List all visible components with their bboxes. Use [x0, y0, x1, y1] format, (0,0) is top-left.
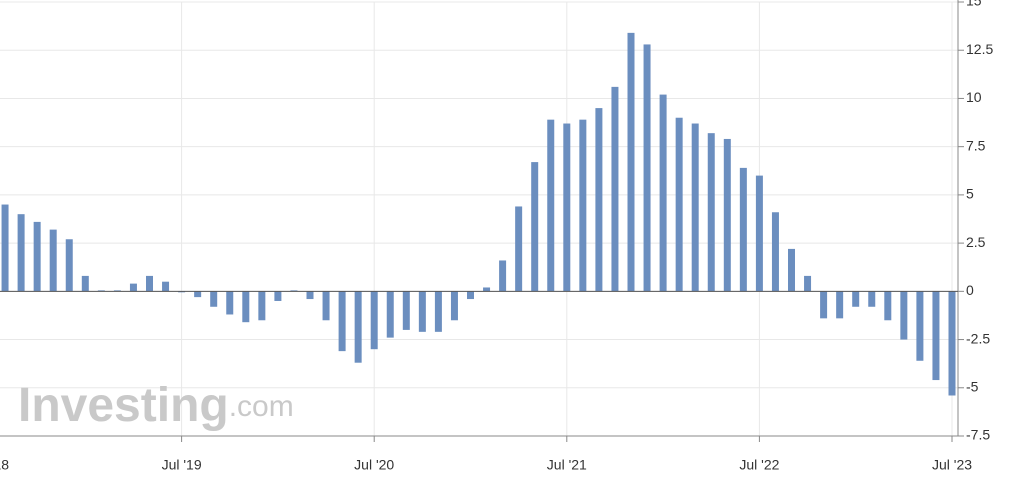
bar — [868, 291, 876, 307]
bar — [836, 291, 844, 319]
bar — [755, 175, 763, 292]
bar — [467, 291, 474, 300]
bar — [210, 291, 218, 307]
bar — [884, 291, 892, 321]
bar — [370, 291, 378, 350]
bar — [675, 117, 683, 292]
watermark-main: Investing — [18, 379, 229, 432]
bar — [402, 291, 410, 330]
x-tick-label: Jul '21 — [547, 457, 587, 473]
bar — [17, 214, 25, 292]
bar — [242, 291, 250, 323]
bar — [932, 291, 940, 381]
y-tick-label: -7.5 — [966, 427, 990, 443]
bar — [563, 123, 571, 292]
bar — [322, 291, 330, 321]
bar — [531, 162, 539, 292]
bar — [691, 123, 699, 292]
bar — [418, 291, 426, 332]
y-tick-label: 15 — [966, 0, 982, 9]
bar — [723, 138, 731, 292]
bar — [49, 229, 57, 292]
bar — [820, 291, 828, 319]
bar — [852, 291, 860, 307]
x-tick-label: Jul '19 — [162, 457, 202, 473]
bar — [129, 283, 137, 292]
bar — [579, 119, 587, 292]
bar — [739, 167, 747, 292]
bar — [194, 291, 202, 298]
y-tick-label: 12.5 — [966, 41, 993, 57]
bar — [306, 291, 314, 300]
bar — [1, 204, 9, 292]
bar — [354, 291, 362, 363]
bar — [81, 275, 89, 292]
bar — [547, 119, 555, 292]
bar — [515, 206, 523, 292]
bar — [226, 291, 234, 315]
y-tick-label: 2.5 — [966, 234, 986, 250]
bar — [948, 291, 956, 396]
bar — [611, 86, 619, 292]
y-tick-label: -2.5 — [966, 330, 990, 346]
bar — [434, 291, 442, 332]
y-tick-label: 10 — [966, 89, 982, 105]
bar — [916, 291, 924, 361]
bar — [900, 291, 908, 340]
y-tick-label: -5 — [966, 378, 979, 394]
bar — [450, 291, 458, 321]
bar — [499, 260, 507, 292]
y-tick-label: 7.5 — [966, 137, 986, 153]
bar — [643, 44, 651, 292]
bar — [804, 275, 812, 292]
bar — [483, 287, 491, 292]
bar — [274, 291, 282, 301]
bar — [33, 221, 41, 292]
bar — [595, 108, 603, 292]
y-tick-label: 0 — [966, 282, 974, 298]
bar — [771, 212, 779, 292]
bar — [258, 291, 266, 321]
watermark: Investing.com — [18, 379, 294, 432]
watermark-suffix: .com — [229, 390, 294, 423]
x-tick-label: Jul '18 — [0, 457, 9, 473]
bar — [146, 275, 153, 292]
bar — [707, 133, 715, 292]
bar — [659, 94, 667, 292]
bar — [788, 248, 795, 292]
bar — [162, 281, 170, 292]
x-tick-label: Jul '22 — [739, 457, 779, 473]
x-tick-label: Jul '23 — [932, 457, 972, 473]
bar — [338, 291, 346, 352]
bar — [627, 32, 635, 292]
y-tick-label: 5 — [966, 186, 974, 202]
x-tick-label: Jul '20 — [354, 457, 394, 473]
bar — [386, 291, 394, 338]
bar — [65, 239, 73, 292]
